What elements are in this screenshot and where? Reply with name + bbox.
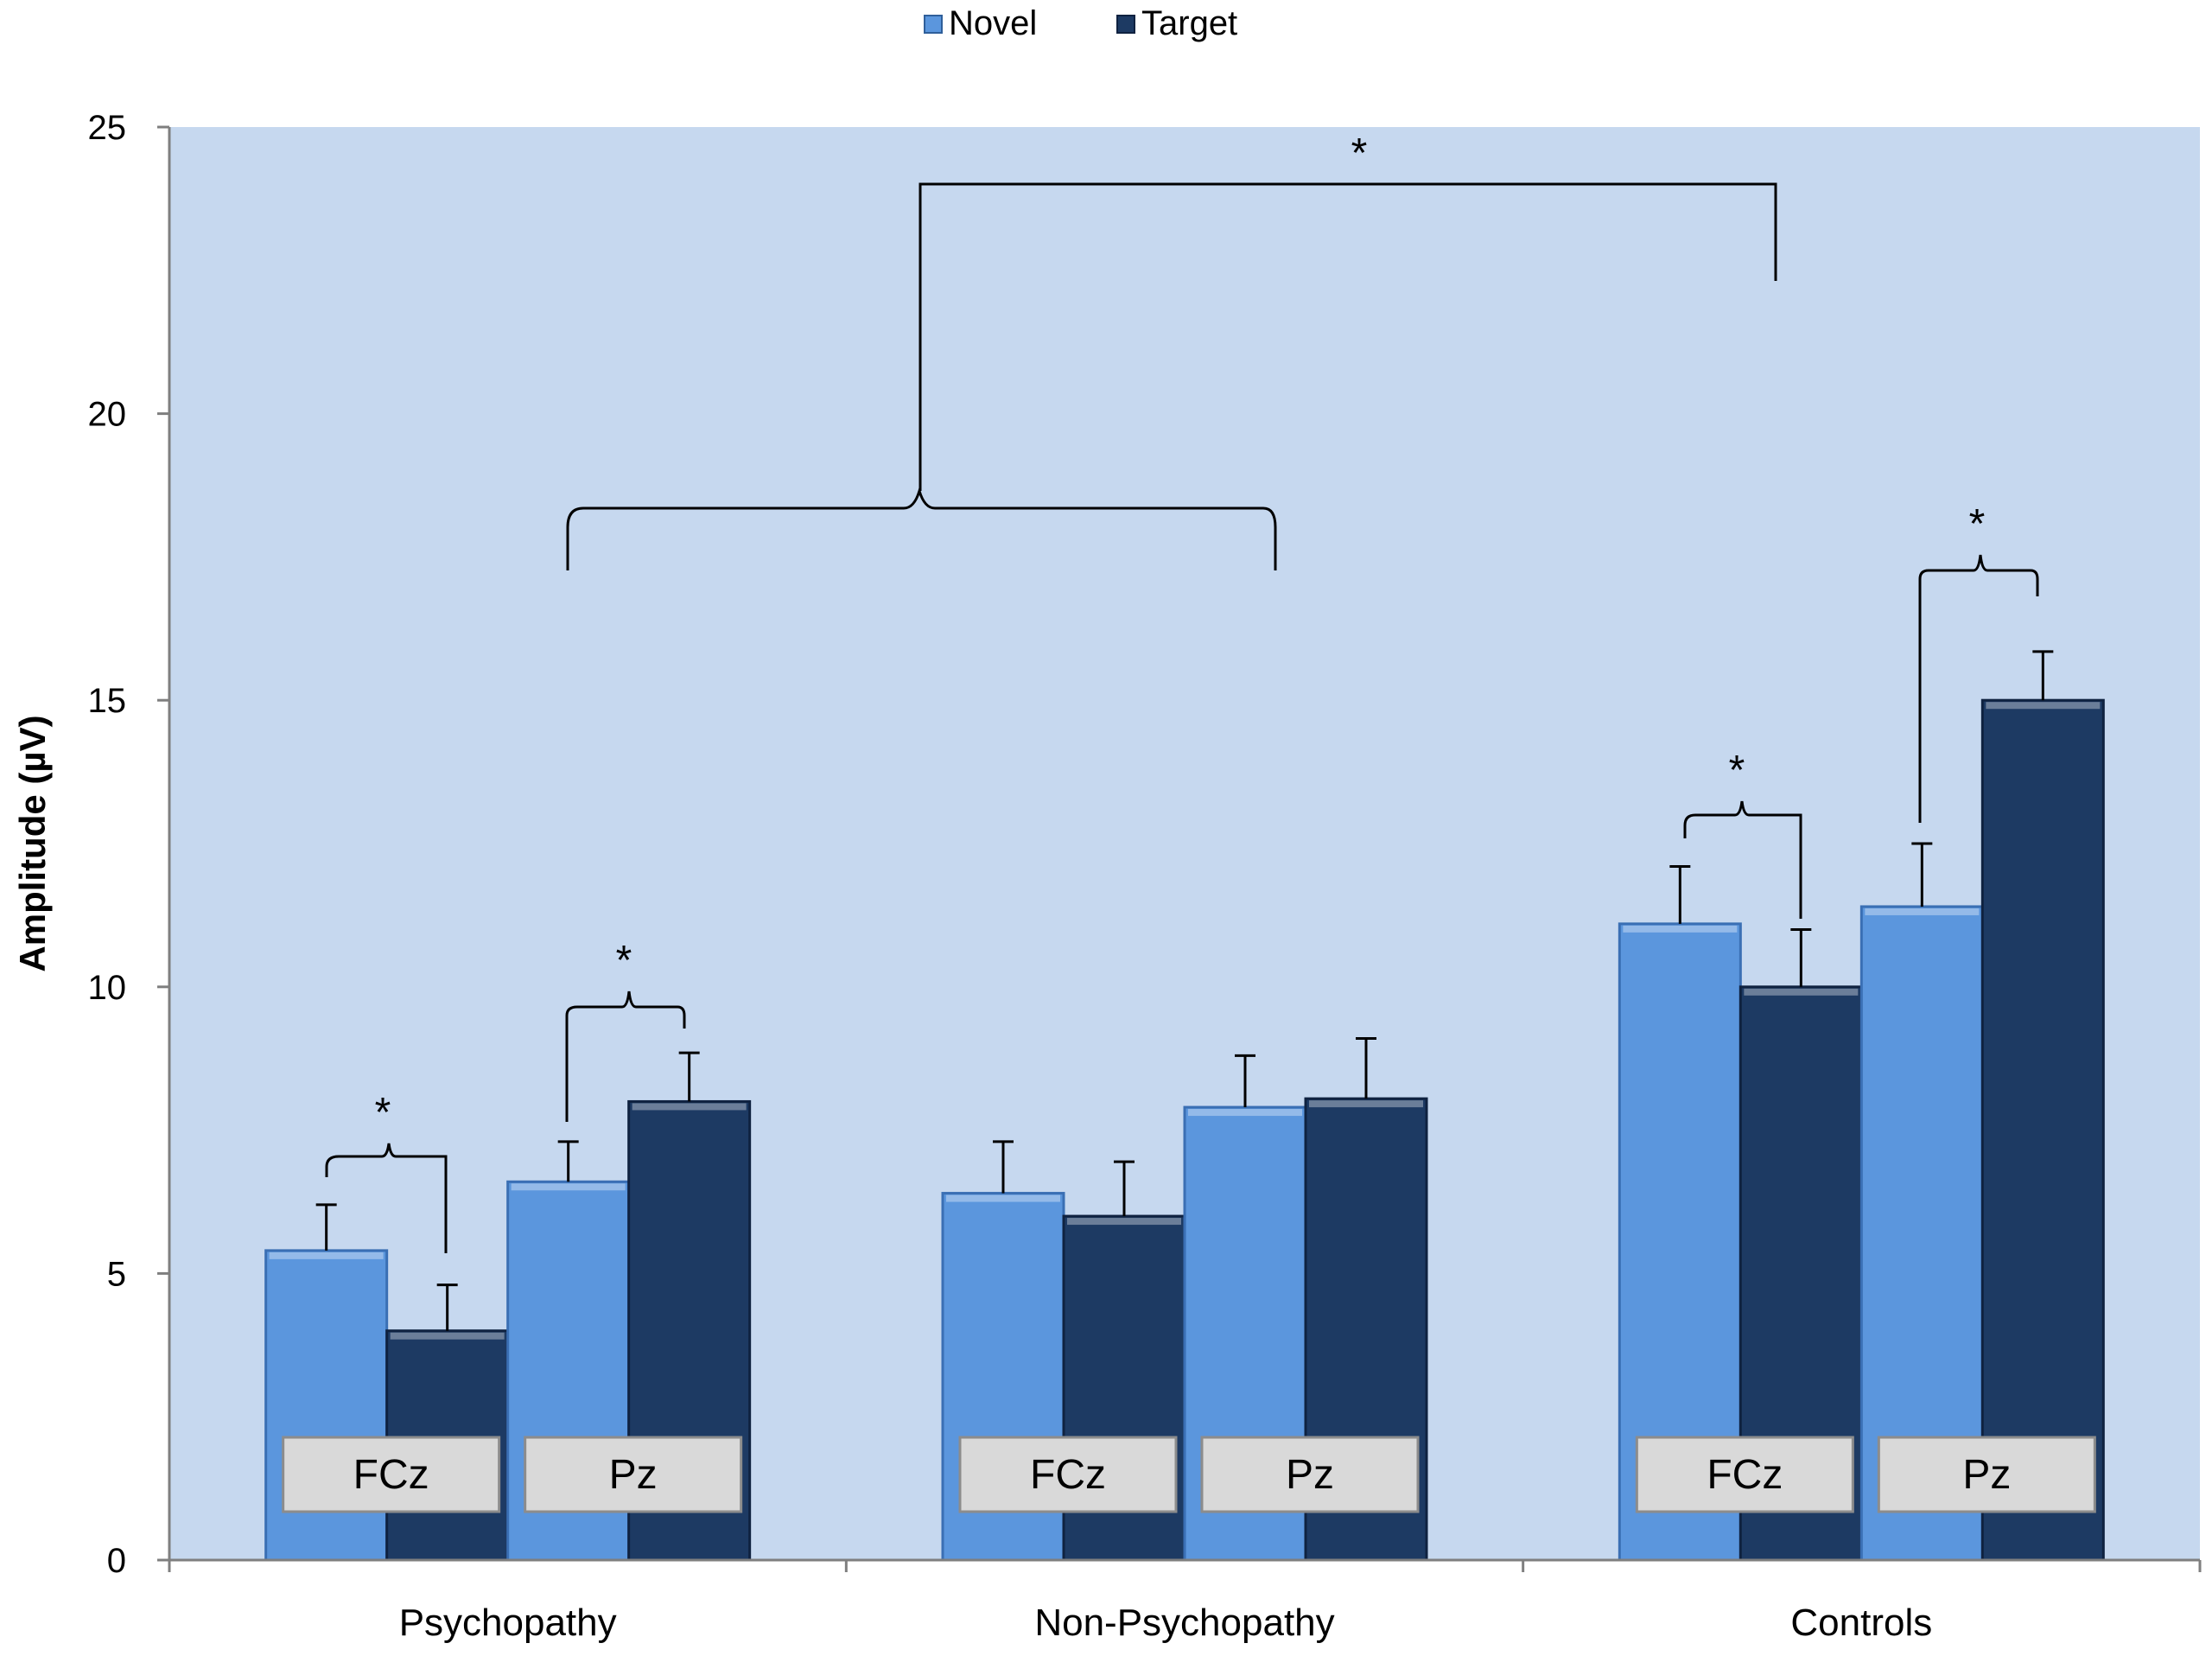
bracket-psy-fcz [325, 1143, 448, 1253]
y-tick-label: 20 [88, 396, 127, 434]
axes [157, 125, 2202, 1572]
bar-highlight-non-psychopathy-fcz-target [1067, 1218, 1181, 1226]
bracket-ctrl-fcz [1683, 800, 1802, 919]
bar-highlight-controls-fcz-target [1744, 988, 1859, 996]
electrode-label: Pz [1962, 1452, 2011, 1498]
asterisk-group-comparison: * [1351, 131, 1368, 176]
bar-highlight-non-psychopathy-pz-target [1309, 1100, 1423, 1108]
electrode-label: Pz [1286, 1452, 1334, 1498]
legend: Novel Target [924, 4, 1237, 42]
x-tick-label: Controls [1790, 1602, 1932, 1644]
electrode-label: FCz [1030, 1452, 1106, 1498]
bar-highlight-psychopathy-fcz-target [390, 1332, 505, 1340]
x-tick-labels: Psychopathy Non-Psychopathy Controls [399, 1602, 1933, 1644]
y-tick-labels: 0 5 10 15 20 25 [88, 109, 127, 1580]
y-axis-label: Amplitude (µV) [12, 715, 53, 971]
electrode-label-box [958, 1436, 1178, 1513]
electrode-label: FCz [353, 1452, 429, 1498]
error-bars [315, 650, 2054, 1331]
x-tick-label: Non-Psychopathy [1034, 1602, 1334, 1644]
y-tick-label: 15 [88, 682, 127, 720]
asterisk-psy-fcz: * [375, 1090, 391, 1136]
bar-highlight-controls-pz-novel [1865, 908, 1980, 915]
electrode-labels: FCz Pz FCz Pz FCz Pz [282, 1436, 2096, 1513]
legend-label-target: Target [1141, 4, 1237, 42]
significance-markers: * * * * * [375, 131, 1986, 1136]
bar-highlight-controls-fcz-novel [1623, 925, 1738, 933]
bar-highlight-non-psychopathy-pz-novel [1188, 1109, 1302, 1117]
bar-controls-pz-target [1980, 698, 2105, 1562]
x-tick-label: Psychopathy [399, 1602, 617, 1644]
bar-highlight-psychopathy-pz-target [632, 1103, 747, 1111]
bar-highlight-controls-pz-target [1986, 702, 2101, 710]
bar-psychopathy-fcz-novel [264, 1249, 389, 1562]
bar-highlight-psychopathy-pz-novel [511, 1183, 626, 1191]
bracket-ctrl-pz [1918, 554, 2039, 823]
legend-label-novel: Novel [949, 4, 1037, 42]
y-tick-label: 0 [107, 1542, 126, 1580]
y-tick-label: 5 [107, 1255, 126, 1293]
asterisk-ctrl-fcz: * [1729, 748, 1745, 793]
bar-highlight-psychopathy-fcz-novel [269, 1252, 384, 1259]
bracket-group-vs-controls [918, 182, 1777, 491]
legend-swatch-novel [924, 15, 943, 34]
bracket-psy-pz [565, 990, 686, 1122]
electrode-label-box [1635, 1436, 1854, 1513]
electrode-label: Pz [609, 1452, 658, 1498]
electrode-label-box [1200, 1436, 1420, 1513]
bar-highlight-non-psychopathy-fcz-novel [946, 1194, 1060, 1202]
electrode-label: FCz [1707, 1452, 1783, 1498]
electrode-label-box [282, 1436, 501, 1513]
y-tick-label: 25 [88, 109, 127, 147]
significance-brackets [325, 182, 2039, 1253]
asterisk-ctrl-pz: * [1969, 501, 1986, 547]
electrode-label-box [1877, 1436, 2096, 1513]
legend-swatch-target [1116, 15, 1135, 34]
y-tick-label: 10 [88, 969, 127, 1007]
electrode-label-box [524, 1436, 743, 1513]
asterisk-psy-pz: * [616, 938, 632, 984]
